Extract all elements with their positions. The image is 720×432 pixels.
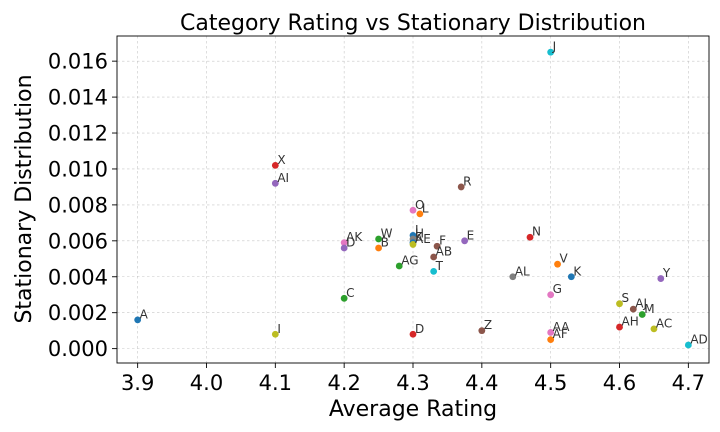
data-point-label: AJ: [635, 297, 647, 311]
y-axis-label: Stationary Distribution: [12, 74, 37, 323]
data-point-label: X: [277, 153, 285, 167]
y-tick-label: 0.006: [48, 229, 108, 253]
data-point-label: K: [573, 264, 582, 278]
data-point-label: B: [381, 236, 389, 250]
data-point-label: AE: [415, 232, 431, 246]
data-point-label: AF: [553, 327, 568, 341]
data-point-label: D: [415, 322, 424, 336]
data-point: [409, 330, 417, 338]
data-point: [375, 244, 382, 252]
data-point-label: AA: [553, 320, 571, 334]
data-point: [547, 329, 555, 336]
data-point-label: C: [346, 286, 354, 300]
data-point-label: W: [381, 227, 393, 241]
x-tick-label: 4.1: [259, 371, 292, 395]
data-point: [616, 300, 623, 308]
data-point: [638, 311, 646, 318]
data-point: [547, 48, 555, 56]
data-point: [684, 341, 692, 349]
chart-title: Category Rating vs Stationary Distributi…: [180, 11, 646, 36]
data-point: [629, 305, 637, 313]
data-point-label: AC: [656, 316, 672, 330]
data-point: [650, 325, 658, 333]
data-point: [340, 239, 348, 247]
data-point-label: H: [415, 227, 424, 241]
x-tick-label: 4.4: [465, 371, 498, 395]
data-point: [478, 327, 486, 335]
data-point-label: L: [422, 201, 429, 215]
data-point-label: S: [622, 291, 630, 305]
data-point-label: AL: [515, 264, 530, 278]
data-point: [657, 275, 665, 282]
data-point-label: J: [552, 40, 557, 54]
data-point: [340, 294, 348, 302]
data-point-label: F: [439, 234, 446, 248]
x-tick-label: 3.9: [121, 371, 154, 395]
data-point-label: G: [553, 282, 562, 296]
data-point-label: AI: [277, 171, 289, 185]
y-tick-label: 0.000: [48, 337, 108, 361]
data-point: [457, 183, 465, 191]
data-point: [430, 253, 438, 261]
data-point: [409, 206, 417, 214]
x-tick-label: 4.0: [190, 371, 223, 395]
data-point: [433, 242, 441, 250]
x-tick-label: 4.5: [534, 371, 567, 395]
data-point-label: O: [415, 198, 424, 212]
x-tick-label: 4.2: [327, 371, 360, 395]
data-point-label: AK: [346, 230, 363, 244]
data-point: [271, 161, 279, 169]
data-point: [526, 233, 534, 241]
data-point: [461, 237, 469, 245]
data-point-label: Z: [484, 318, 492, 332]
data-point: [395, 262, 403, 270]
data-point-label: I: [415, 223, 419, 237]
y-tick-label: 0.008: [48, 193, 108, 217]
data-point-label: M: [644, 302, 654, 316]
data-point-label: D: [346, 236, 355, 250]
y-tick-label: 0.004: [48, 265, 108, 289]
x-tick-label: 4.3: [396, 371, 429, 395]
data-point: [416, 210, 424, 218]
data-point-label: AB: [436, 244, 452, 258]
data-point: [340, 244, 348, 252]
x-tick-label: 4.7: [672, 371, 705, 395]
data-point: [271, 179, 279, 187]
data-point: [375, 235, 382, 243]
data-point: [430, 267, 438, 275]
data-point-label: E: [467, 228, 475, 242]
x-tick-label: 4.6: [603, 371, 636, 395]
data-point: [616, 323, 623, 331]
x-axis-label: Average Rating: [329, 397, 497, 422]
data-point: [547, 291, 555, 299]
y-tick-label: 0.016: [48, 50, 108, 74]
data-point: [409, 241, 417, 248]
data-point-label: K: [415, 230, 424, 244]
data-point: [547, 336, 555, 344]
data-point: [567, 273, 575, 281]
data-point-label: AH: [622, 315, 639, 329]
data-point: [271, 330, 279, 338]
y-tick-label: 0.014: [48, 86, 108, 110]
data-point-label: I: [277, 322, 281, 336]
y-tick-label: 0.010: [48, 157, 108, 181]
y-tick-label: 0.002: [48, 301, 108, 325]
data-point-label: T: [435, 259, 444, 273]
data-point-label: N: [532, 225, 541, 239]
data-point-label: AD: [690, 333, 707, 347]
y-tick-label: 0.012: [48, 122, 108, 146]
ticks-layer: 3.9 4.0 4.1 4.2 4.3 4.4 4.5 4.6 4.7 0.000 0.002 0.0…: [48, 50, 705, 395]
data-point-label: V: [560, 252, 569, 266]
data-point: [509, 273, 517, 281]
data-point: [554, 260, 561, 268]
data-point-label: Y: [662, 266, 671, 280]
data-point: [134, 316, 142, 324]
data-point-label: R: [463, 174, 471, 188]
data-point-label: AG: [401, 253, 418, 267]
data-point-label: A: [140, 307, 149, 321]
